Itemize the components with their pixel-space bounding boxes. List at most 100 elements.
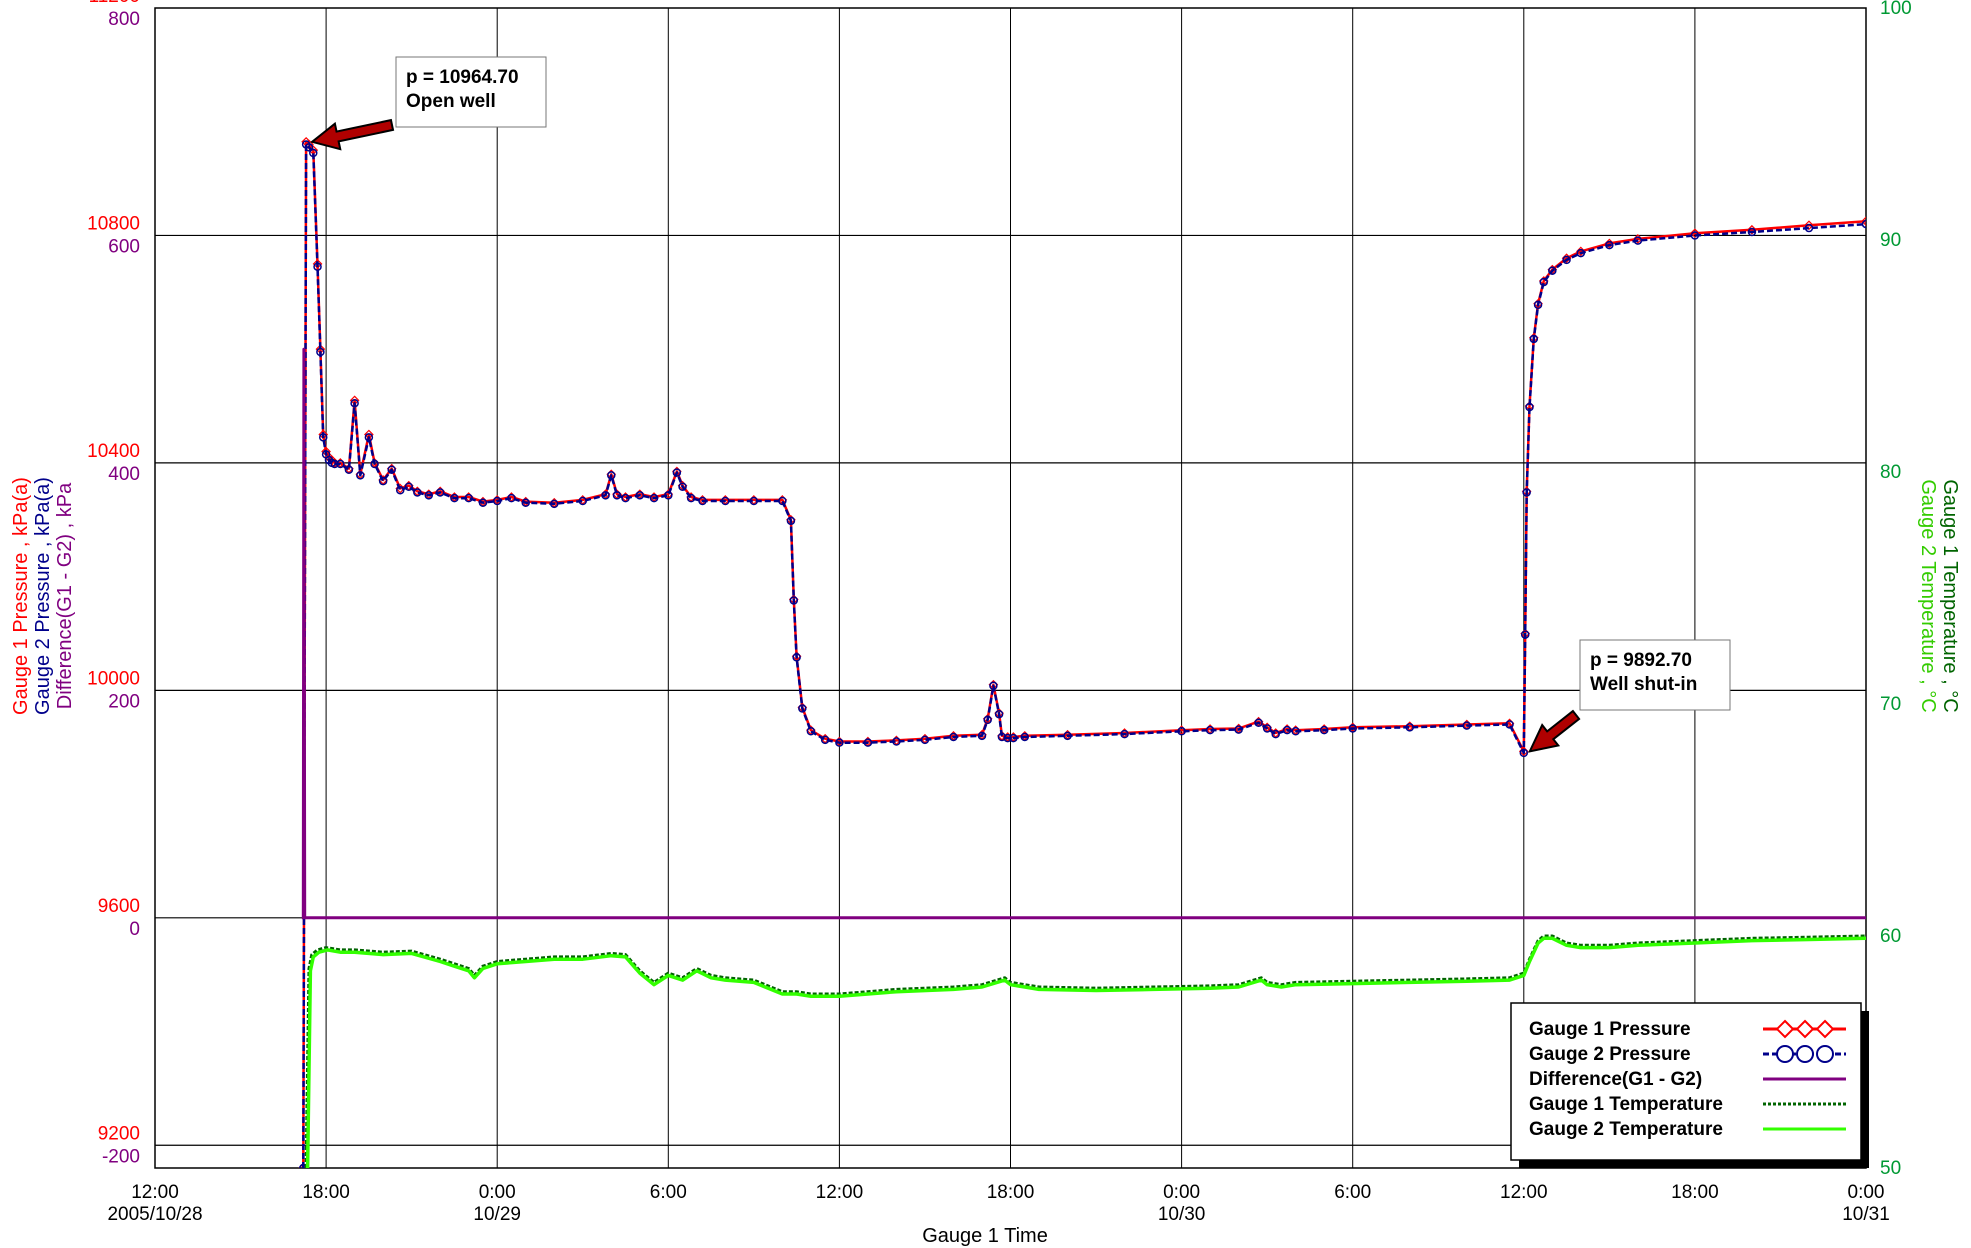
data-point-gauge-2-pressure — [1548, 266, 1557, 275]
legend-label: Gauge 2 Temperature — [1529, 1119, 1723, 1140]
data-point-gauge-1-pressure — [318, 429, 329, 440]
series-difference-g1-g2 — [301, 347, 1866, 920]
plot-border — [154, 7, 1867, 1169]
data-point-gauge-2-pressure — [678, 482, 687, 492]
data-point-gauge-2-pressure — [983, 715, 992, 725]
x-tick-date-label: 10/30 — [1158, 1204, 1206, 1225]
data-point-gauge-2-pressure — [299, 1163, 308, 1168]
data-point-gauge-2-pressure — [344, 465, 354, 474]
data-point-gauge-2-pressure — [313, 262, 322, 271]
data-point-gauge-2-pressure — [635, 491, 645, 500]
left-axis-titles: Gauge 1 Pressure , kPa(a) Gauge 2 Pressu… — [10, 477, 76, 715]
data-point-gauge-2-pressure — [413, 488, 422, 497]
y-tick-label-pressure: 11200 — [89, 0, 140, 7]
legend-marker — [1776, 1045, 1794, 1063]
x-tick-label: 0:00 — [479, 1182, 516, 1203]
data-point-gauge-2-pressure — [309, 148, 318, 158]
data-point-gauge-2-pressure — [478, 498, 488, 507]
data-point-gauge-2-pressure — [806, 727, 816, 736]
data-point-gauge-2-pressure — [350, 398, 359, 408]
y-axis-title-gauge1-pressure: Gauge 1 Pressure , kPa(a) — [10, 477, 32, 715]
data-point-gauge-2-pressure — [786, 516, 796, 526]
legend-marker — [1796, 1045, 1814, 1063]
data-point-gauge-2-pressure — [464, 493, 473, 503]
annotation-arrow — [309, 118, 395, 151]
data-point-gauge-2-pressure — [612, 491, 622, 500]
x-tick-label: 18:00 — [302, 1182, 350, 1203]
annotation-arrow — [1528, 709, 1581, 753]
data-point-gauge-2-pressure — [820, 735, 830, 745]
data-point-gauge-2-pressure — [892, 737, 901, 746]
data-point-gauge-2-pressure — [364, 433, 374, 442]
data-point-gauge-2-pressure — [387, 465, 396, 474]
y2-tick-label-temperature: 70 — [1880, 694, 1901, 715]
series-line-gauge-2-temperature — [305, 936, 1866, 1168]
data-point-gauge-2-pressure — [395, 485, 405, 495]
right-axis-titles: Gauge 1 Temperature , °C Gauge 2 Tempera… — [1917, 479, 1961, 712]
data-point-gauge-2-pressure — [621, 493, 630, 503]
data-point-gauge-2-pressure — [1519, 748, 1529, 758]
data-point-gauge-1-pressure — [1747, 224, 1757, 235]
data-point-gauge-2-pressure — [1234, 725, 1243, 734]
data-point-gauge-2-pressure — [492, 496, 502, 506]
y2-tick-label-temperature: 100 — [1880, 0, 1912, 19]
y-tick-label-pressure: 9600 — [98, 896, 140, 917]
data-point-gauge-2-pressure — [1804, 223, 1814, 233]
data-point-gauge-2-pressure — [1520, 630, 1530, 639]
data-point-gauge-2-pressure — [686, 493, 696, 503]
data-point-gauge-2-pressure — [356, 471, 365, 480]
legend: Gauge 1 Pressure Gauge 2 Pressure Differen… — [1510, 1002, 1869, 1168]
annotation-value: p = 9892.70 — [1590, 650, 1692, 671]
data-point-gauge-2-pressure — [997, 732, 1007, 742]
legend-entry: Gauge 2 Temperature — [1529, 1119, 1846, 1140]
legend-entry: Difference(G1 - G2) — [1529, 1069, 1846, 1090]
legend-entry: Gauge 1 Pressure — [1529, 1019, 1846, 1040]
data-point-gauge-2-pressure — [404, 482, 414, 492]
annotation-callout: p = 10964.70 Open well — [309, 56, 547, 151]
data-point-gauge-2-pressure — [1861, 219, 1866, 229]
data-point-gauge-2-pressure — [1533, 300, 1543, 310]
data-point-gauge-2-pressure — [336, 459, 345, 469]
x-tick-label: 12:00 — [131, 1182, 179, 1203]
data-point-gauge-2-pressure — [304, 143, 314, 152]
data-point-gauge-2-pressure — [672, 468, 682, 477]
x-tick-date-label: 10/31 — [1842, 1204, 1890, 1225]
data-point-gauge-2-pressure — [521, 498, 530, 507]
data-point-gauge-2-pressure — [318, 433, 328, 442]
data-point-gauge-2-pressure — [1462, 721, 1472, 730]
series-line-gauge-2-pressure — [302, 143, 1866, 1168]
data-point-gauge-2-pressure — [649, 493, 659, 503]
data-point-gauge-2-pressure — [1271, 729, 1280, 739]
legend-marker — [1816, 1045, 1834, 1063]
x-tick-label: 0:00 — [1848, 1182, 1885, 1203]
data-point-gauge-2-pressure — [1539, 277, 1549, 287]
x-tick-label: 12:00 — [816, 1182, 864, 1203]
x-tick-label: 12:00 — [1500, 1182, 1548, 1203]
y-tick-label-difference: 200 — [108, 691, 140, 712]
annotation-label: Open well — [406, 91, 496, 112]
data-point-gauge-2-pressure — [435, 488, 445, 497]
data-point-gauge-2-pressure — [1348, 724, 1357, 733]
data-point-gauge-2-pressure — [664, 491, 673, 500]
data-point-gauge-1-pressure — [1861, 216, 1866, 227]
data-point-gauge-2-pressure — [778, 496, 787, 506]
data-point-gauge-2-pressure — [698, 496, 707, 506]
data-point-gauge-2-pressure — [1633, 236, 1643, 245]
data-point-gauge-2-pressure — [1020, 732, 1030, 742]
data-point-gauge-2-pressure — [994, 709, 1004, 719]
data-point-gauge-2-pressure — [721, 496, 730, 506]
data-point-gauge-2-pressure — [792, 653, 801, 662]
x-tick-label: 18:00 — [987, 1182, 1035, 1203]
data-point-gauge-2-pressure — [1291, 727, 1300, 736]
legend-marker — [1815, 1019, 1835, 1039]
data-point-gauge-2-pressure — [607, 471, 616, 480]
legend-entry: Gauge 1 Temperature — [1529, 1094, 1846, 1115]
y-axis-title-gauge2-pressure: Gauge 2 Pressure , kPa(a) — [32, 477, 54, 715]
annotation-callout: p = 9892.70 Well shut-in — [1528, 639, 1731, 753]
data-point-gauge-2-pressure — [450, 493, 459, 503]
data-point-gauge-2-pressure — [330, 459, 339, 469]
grid — [154, 8, 1867, 1168]
data-point-gauge-2-pressure — [1605, 240, 1614, 250]
data-point-gauge-2-pressure — [1525, 402, 1534, 412]
